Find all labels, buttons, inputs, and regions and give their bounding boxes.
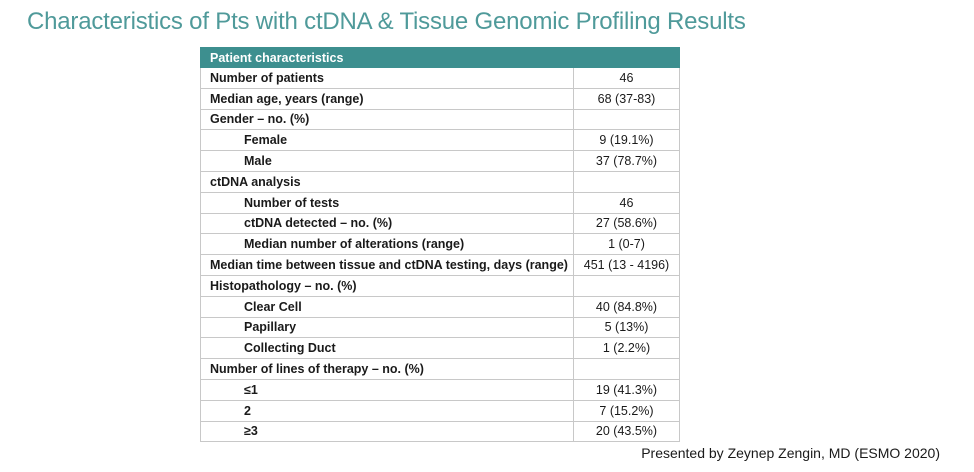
row-label: Papillary [200, 316, 574, 339]
table-row: Female 9 (19.1%) [200, 129, 680, 152]
patient-characteristics-table: Patient characteristics Number of patien… [200, 47, 680, 443]
row-value [573, 108, 680, 131]
row-label: Median number of alterations (range) [200, 233, 574, 256]
table-row: Median age, years (range) 68 (37-83) [200, 87, 680, 110]
table-row: Number of patients 46 [200, 67, 680, 89]
row-label: Clear Cell [200, 295, 574, 318]
table-row: Gender – no. (%) [200, 108, 680, 131]
row-label: ctDNA detected – no. (%) [200, 212, 574, 235]
row-value: 1 (0-7) [573, 233, 680, 256]
table-header-row: Patient characteristics [200, 47, 680, 68]
table-header: Patient characteristics [200, 47, 680, 68]
row-value: 7 (15.2%) [573, 399, 680, 422]
row-label: Median age, years (range) [200, 87, 574, 110]
row-value: 451 (13 - 4196) [573, 254, 680, 276]
table-row: ctDNA analysis [200, 170, 680, 193]
row-label: Collecting Duct [200, 337, 574, 360]
row-value [573, 358, 680, 380]
table-row: Median number of alterations (range) 1 (0… [200, 233, 680, 256]
row-label: ≤1 [200, 378, 574, 401]
table-row: Median time between tissue and ctDNA tes… [200, 254, 680, 276]
row-value: 68 (37-83) [573, 87, 680, 110]
table-row: Collecting Duct 1 (2.2%) [200, 337, 680, 360]
row-value: 27 (58.6%) [573, 212, 680, 235]
table-row: Clear Cell 40 (84.8%) [200, 295, 680, 318]
table-row: Number of lines of therapy – no. (%) [200, 358, 680, 380]
row-value: 40 (84.8%) [573, 295, 680, 318]
row-value: 9 (19.1%) [573, 129, 680, 152]
table-row: Male 37 (78.7%) [200, 150, 680, 172]
row-value [573, 274, 680, 297]
row-label: Number of patients [200, 67, 574, 89]
row-label: Histopathology – no. (%) [200, 274, 574, 297]
table-row: Papillary 5 (13%) [200, 316, 680, 339]
row-label: Number of lines of therapy – no. (%) [200, 358, 574, 380]
row-value: 46 [573, 67, 680, 89]
table-body: Number of patients 46 Median age, years (r… [200, 67, 680, 443]
row-label: Gender – no. (%) [200, 108, 574, 131]
table-row: Number of tests 46 [200, 191, 680, 214]
row-value: 1 (2.2%) [573, 337, 680, 360]
row-value: 5 (13%) [573, 316, 680, 339]
table-row: ctDNA detected – no. (%) 27 (58.6%) [200, 212, 680, 235]
row-value [573, 170, 680, 193]
row-label: Female [200, 129, 574, 152]
table-row: ≤1 19 (41.3%) [200, 378, 680, 401]
row-label: 2 [200, 399, 574, 422]
presenter-credit: Presented by Zeynep Zengin, MD (ESMO 202… [641, 445, 940, 461]
row-label: ≥3 [200, 420, 574, 443]
row-value: 20 (43.5%) [573, 420, 680, 443]
row-value: 19 (41.3%) [573, 378, 680, 401]
slide-title: Characteristics of Pts with ctDNA & Tiss… [27, 8, 746, 35]
row-label: ctDNA analysis [200, 170, 574, 193]
row-value: 46 [573, 191, 680, 214]
row-label: Male [200, 150, 574, 172]
row-value: 37 (78.7%) [573, 150, 680, 172]
table-row: Histopathology – no. (%) [200, 274, 680, 297]
row-label: Median time between tissue and ctDNA tes… [200, 254, 574, 276]
row-label: Number of tests [200, 191, 574, 214]
table-row: ≥3 20 (43.5%) [200, 420, 680, 443]
